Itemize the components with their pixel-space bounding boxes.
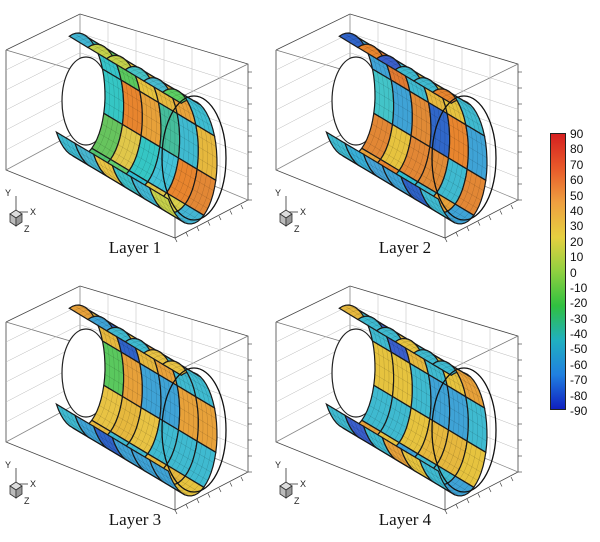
axis-ticks [174, 343, 252, 515]
colorbar-tick-label: 70 [570, 157, 584, 172]
axis-label-x: X [30, 479, 36, 489]
axis-ticks [444, 343, 522, 515]
axis-label-y: Y [5, 188, 11, 198]
layer-caption: Layer 3 [108, 510, 162, 529]
colorbar-tick-label: -30 [570, 311, 588, 326]
axis-triad [279, 468, 298, 499]
colorbar-tick-label: 0 [570, 265, 577, 280]
colorbar-tick-label: -40 [570, 327, 588, 342]
cylinder-plot: Y XZ [5, 285, 252, 515]
colorbar-tick-label: -70 [570, 373, 588, 388]
layer-panel: Y X Z Layer 4 [270, 272, 540, 537]
axis-label-y: Y [275, 188, 281, 198]
colorbar-gradient [550, 133, 566, 410]
colorbar-tick-label: -10 [570, 280, 588, 295]
colorbar-tick-label: 50 [570, 188, 584, 203]
layer-caption: Layer 4 [378, 510, 432, 529]
colorbar-tick-label: 10 [570, 250, 584, 265]
axis-ticks [444, 71, 522, 243]
axis-label-z: Z [24, 224, 30, 234]
colorbar-tick-label: 90 [570, 127, 584, 141]
surface-patch [418, 458, 456, 496]
axis-label-x: X [300, 479, 306, 489]
colorbar-tick-label: 20 [570, 234, 584, 249]
axis-label-z: Z [294, 496, 300, 506]
surface-patch [418, 186, 456, 224]
colorbar-tick-label: -20 [570, 296, 588, 311]
colorbar-tick-label: -50 [570, 342, 588, 357]
surface-patch [148, 186, 186, 224]
colorbar-tick-label: 80 [570, 142, 584, 157]
colorbar-tick-label: 60 [570, 173, 584, 188]
cylinder-plot: Y XZ [5, 13, 252, 243]
cylinder-surface [325, 304, 497, 497]
surface-patch [148, 458, 186, 496]
colorbar-tick-label: 30 [570, 219, 584, 234]
cylinder-surface [55, 304, 227, 497]
layer-panel: Y X Z Layer 3 [0, 272, 270, 537]
cylinder-surface [325, 32, 497, 225]
axis-label-y: Y [5, 460, 11, 470]
axis-label-z: Z [24, 496, 30, 506]
layer-panel: Y X Z Layer 2 [270, 0, 540, 265]
colorbar-tick-label: -90 [570, 404, 588, 418]
cylinder-surface [55, 32, 227, 225]
colorbar-tick-label: 40 [570, 203, 584, 218]
axis-triad [9, 468, 28, 499]
cylinder-plot: Y XZ [275, 13, 522, 243]
axis-triad [9, 196, 28, 227]
axis-label-x: X [300, 207, 306, 217]
colorbar-tick-label: -80 [570, 388, 588, 403]
axis-triad [279, 196, 298, 227]
axis-label-z: Z [294, 224, 300, 234]
axis-label-x: X [30, 207, 36, 217]
colorbar: 90 80 70 60 50 40 30 20 10 0 -10 -20 -30 -40 -50 -60 -70… [548, 127, 600, 420]
colorbar-tick-label: -60 [570, 357, 588, 372]
layer-caption: Layer 2 [378, 238, 432, 257]
layer-caption: Layer 1 [108, 238, 162, 257]
layer-panel: Y X Z Layer 1 [0, 0, 270, 265]
axis-label-y: Y [275, 460, 281, 470]
cylinder-plot: Y XZ [275, 285, 522, 515]
axis-ticks [174, 71, 252, 243]
